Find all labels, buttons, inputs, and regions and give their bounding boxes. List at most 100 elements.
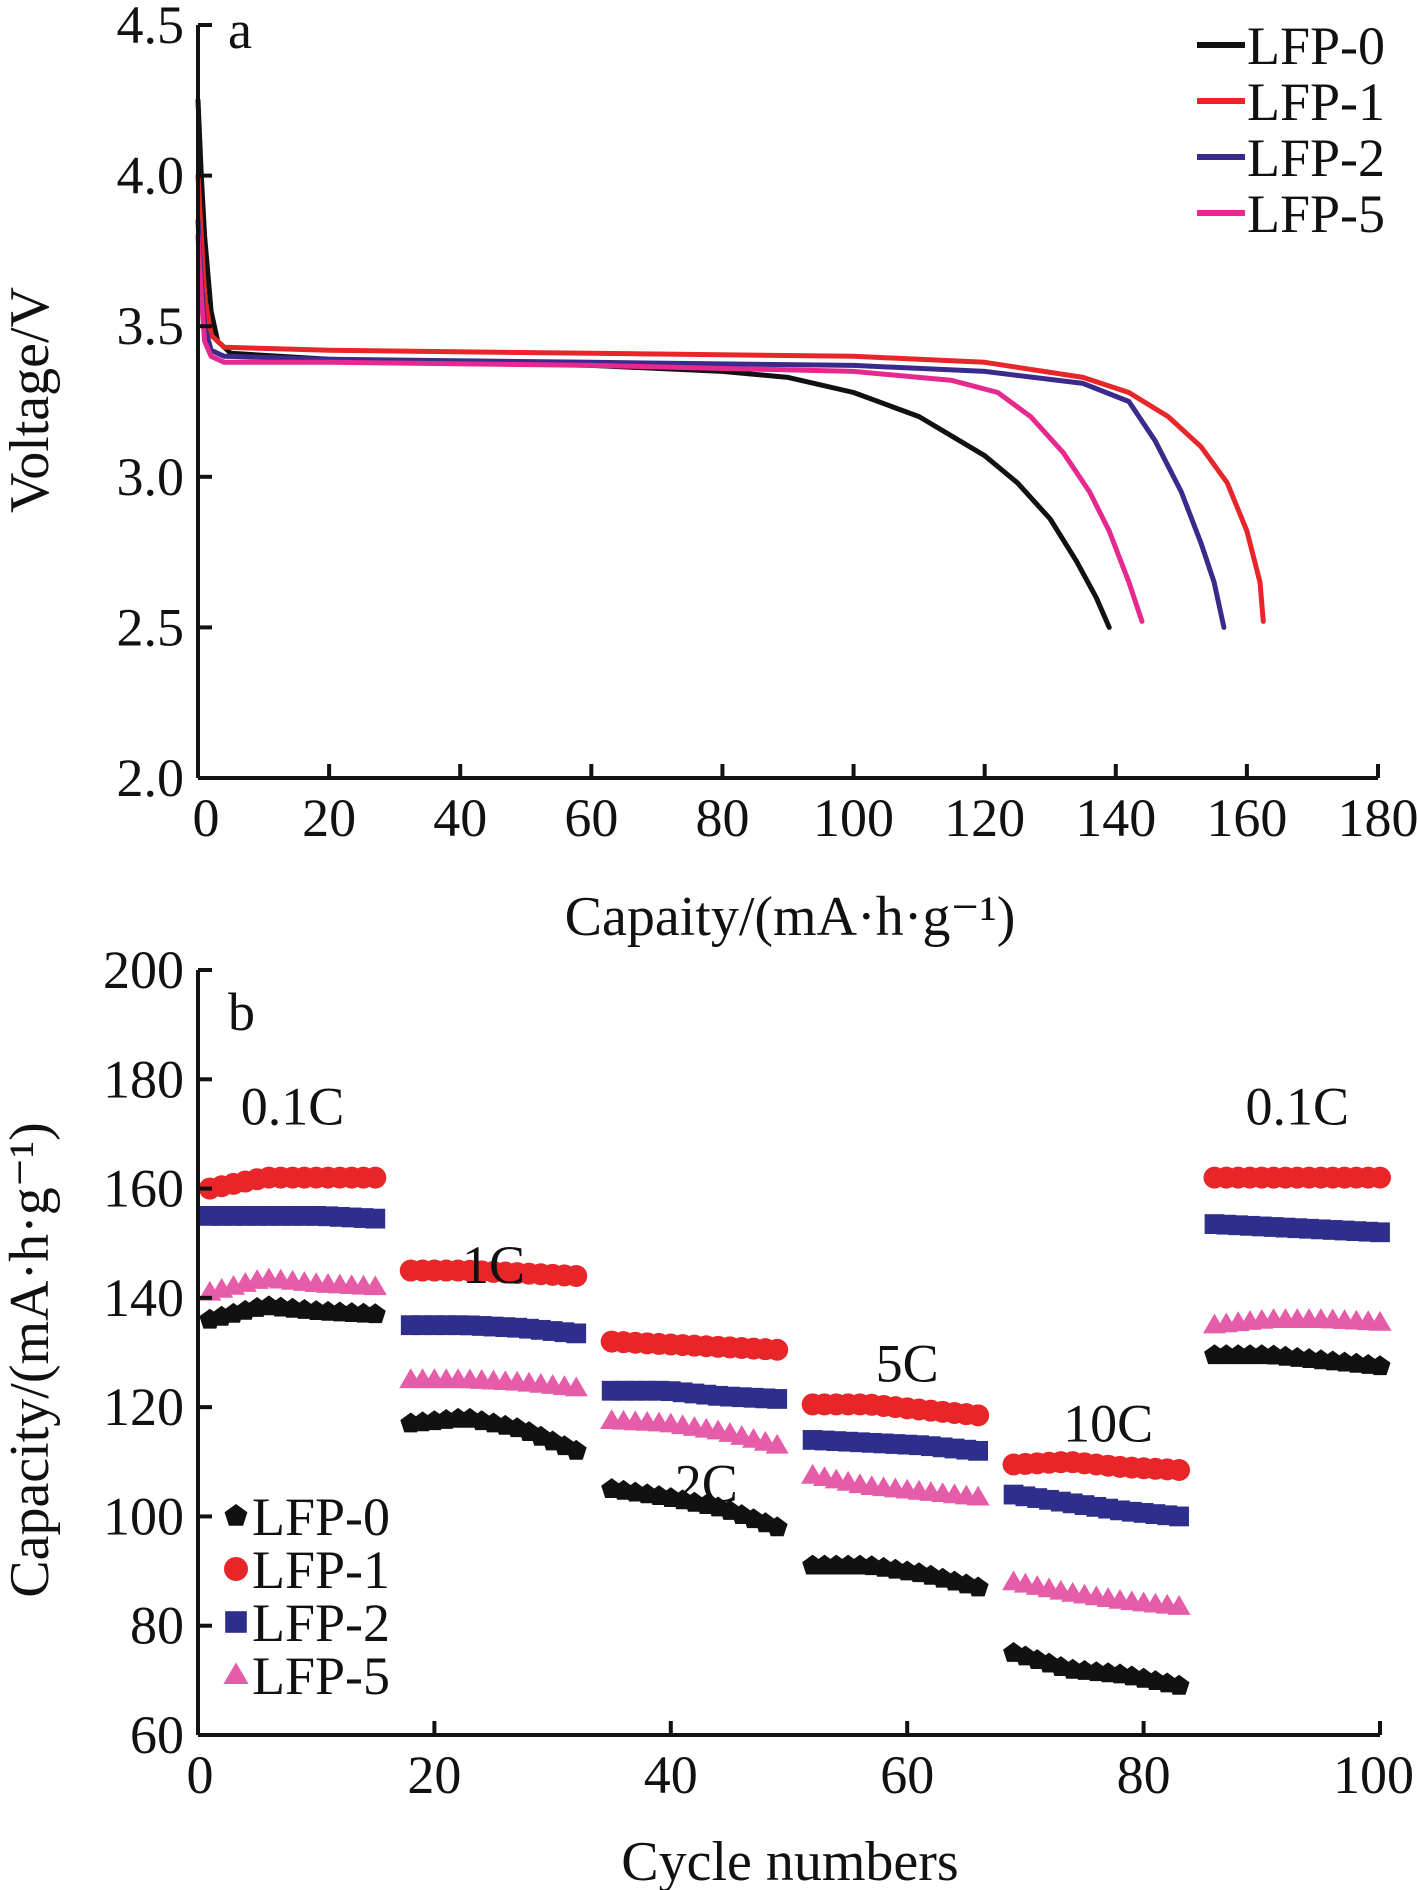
legend-marker-lfp-1 <box>224 1557 248 1581</box>
data-point-lfp-2 <box>1370 1222 1390 1243</box>
data-point-lfp-1 <box>565 1265 588 1287</box>
series-line-lfp-0 <box>195 97 1112 630</box>
panel-b-x-tick-label: 60 <box>880 1745 934 1805</box>
panel-b-y-tick-label: 160 <box>103 1159 184 1219</box>
series-line-lfp-5 <box>195 233 1145 624</box>
panel-a-y-tick-label: 2.5 <box>117 597 185 657</box>
panel-b-y-tick-label: 80 <box>130 1596 184 1656</box>
series-lfp-1 <box>198 1166 1391 1481</box>
panel-b-rate-labels: 0.1C 1C 2C 5C 10C 0.1C <box>241 1077 1349 1514</box>
panel-b-x-tick-label: 80 <box>1117 1745 1171 1805</box>
panel-a-x-tick-label: 120 <box>944 788 1025 848</box>
panel-b-x-tick-label: 20 <box>407 1745 461 1805</box>
series-lfp-0 <box>199 1295 1391 1695</box>
panel-a-y-tick-label: 3.5 <box>117 296 185 356</box>
rate-label: 0.1C <box>241 1077 345 1137</box>
panel-b-y-tick-label: 100 <box>103 1486 184 1546</box>
data-point-lfp-5 <box>1368 1310 1392 1331</box>
panel-a-y-tick-label: 3.0 <box>117 447 185 507</box>
panel-a-voltage-profiles: 0 20 40 60 80 100 120 140 160 180 2.0 2.5 3.0 3.5 4.0… <box>0 0 1417 948</box>
panel-b-axes <box>196 968 1382 1737</box>
legend-marker-lfp-0 <box>224 1504 248 1526</box>
panel-b-y-axis-label: Capacity/(mA·h·g⁻¹) <box>0 1122 61 1598</box>
panel-a-x-tick-label: 140 <box>1075 788 1156 848</box>
panel-b-y-tick-labels: 60 80 100 120 140 160 180 200 <box>103 940 184 1765</box>
data-point-lfp-1 <box>967 1404 990 1427</box>
panel-a-x-tick-label: 80 <box>695 788 749 848</box>
data-point-lfp-2 <box>767 1389 788 1409</box>
panel-b-x-axis-label: Cycle numbers <box>621 1831 958 1890</box>
data-point-lfp-1 <box>1369 1166 1391 1189</box>
panel-a-y-tick-label: 4.0 <box>117 146 185 206</box>
panel-b-y-tick-label: 140 <box>103 1268 184 1328</box>
panel-a-y-axis-label: Voltage/V <box>0 287 61 513</box>
panel-b-rate-capability: 0 20 40 60 80 100 60 80 100 120 140 160 180 200 0.1C… <box>0 940 1414 1890</box>
panel-b-y-tick-label: 200 <box>103 940 184 1000</box>
panel-a-x-tick-label: 100 <box>813 788 894 848</box>
data-point-lfp-5 <box>765 1433 789 1454</box>
panel-b-x-tick-label: 40 <box>644 1745 698 1805</box>
panel-b-y-tick-label: 120 <box>103 1377 184 1437</box>
panel-a-y-tick-label: 4.5 <box>117 0 185 55</box>
panel-b-x-tick-label: 0 <box>187 1745 214 1805</box>
panel-b-plot-area <box>198 1166 1392 1695</box>
series-line-lfp-1 <box>195 173 1266 624</box>
series-lfp-5 <box>198 1267 1392 1615</box>
panel-b-x-tick-labels: 0 20 40 60 80 100 <box>187 1745 1415 1805</box>
data-point-lfp-0 <box>766 1516 788 1537</box>
panel-a-x-tick-label: 20 <box>302 788 356 848</box>
data-point-lfp-2 <box>365 1208 386 1229</box>
legend-marker-lfp-2 <box>225 1611 247 1633</box>
data-point-lfp-0 <box>364 1303 386 1324</box>
data-point-lfp-1 <box>766 1338 789 1361</box>
legend-label-lfp-2: LFP-2 <box>1247 128 1385 188</box>
data-point-lfp-1 <box>364 1166 387 1189</box>
data-point-lfp-0 <box>1369 1355 1391 1376</box>
legend-marker-lfp-5 <box>223 1662 249 1684</box>
panel-a-x-tick-label: 40 <box>433 788 487 848</box>
series-line-lfp-2 <box>195 218 1227 630</box>
rate-label: 5C <box>876 1333 939 1393</box>
panel-a-y-tick-label: 2.0 <box>117 748 185 808</box>
legend-label-lfp-0: LFP-0 <box>252 1487 390 1547</box>
rate-label: 10C <box>1063 1394 1153 1454</box>
legend-label-lfp-0: LFP-0 <box>1247 16 1385 76</box>
panel-b-y-tick-label: 180 <box>103 1049 184 1109</box>
data-point-lfp-2 <box>566 1323 587 1344</box>
panel-a-x-tick-label: 180 <box>1338 788 1417 848</box>
panel-a-plot-area <box>195 97 1266 630</box>
legend-label-lfp-2: LFP-2 <box>252 1593 390 1653</box>
panel-a-x-axis-label: Capaity/(mA·h·g⁻¹) <box>565 886 1016 948</box>
panel-a-axes <box>196 23 1380 780</box>
panel-a-label: a <box>228 0 252 60</box>
rate-label: 1C <box>462 1235 525 1295</box>
series-lfp-2 <box>199 1205 1390 1527</box>
legend-label-lfp-1: LFP-1 <box>1247 72 1385 132</box>
legend-label-lfp-5: LFP-5 <box>252 1646 390 1706</box>
panel-b-y-tick-label: 60 <box>130 1705 184 1765</box>
rate-label: 2C <box>675 1454 738 1514</box>
panel-a-y-tick-labels: 2.0 2.5 3.0 3.5 4.0 4.5 <box>117 0 185 808</box>
data-point-lfp-0 <box>967 1576 989 1597</box>
data-point-lfp-0 <box>1168 1674 1190 1695</box>
panel-b-label: b <box>228 982 255 1042</box>
data-point-lfp-5 <box>1167 1595 1191 1615</box>
data-point-lfp-5 <box>363 1275 387 1296</box>
panel-a-x-tick-label: 160 <box>1206 788 1287 848</box>
panel-a-x-tick-labels: 0 20 40 60 80 100 120 140 160 180 <box>193 788 1417 848</box>
data-point-lfp-5 <box>564 1376 588 1397</box>
legend-label-lfp-1: LFP-1 <box>252 1540 390 1600</box>
panel-a-x-tick-label: 60 <box>564 788 618 848</box>
panel-b-x-tick-label: 100 <box>1333 1745 1414 1805</box>
data-point-lfp-0 <box>565 1439 587 1460</box>
panel-a-x-tick-label: 0 <box>193 788 220 848</box>
data-point-lfp-2 <box>968 1440 989 1461</box>
data-point-lfp-2 <box>1169 1506 1189 1527</box>
data-point-lfp-1 <box>1168 1458 1191 1481</box>
legend-label-lfp-5: LFP-5 <box>1247 184 1385 244</box>
rate-label: 0.1C <box>1245 1077 1349 1137</box>
data-point-lfp-5 <box>966 1485 990 1506</box>
